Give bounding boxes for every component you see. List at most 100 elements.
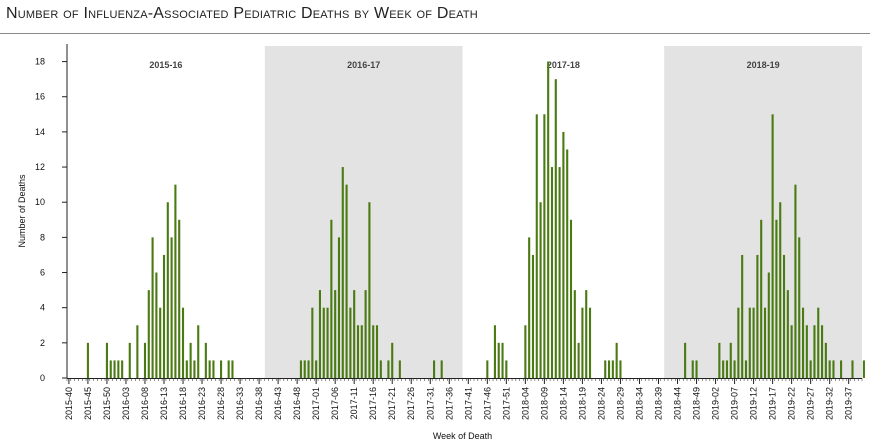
bar-week-76 bbox=[356, 325, 360, 378]
bar-week-71 bbox=[337, 237, 341, 378]
bar-week-195 bbox=[809, 360, 812, 378]
bar-week-115 bbox=[505, 360, 508, 378]
bar-week-188 bbox=[782, 254, 786, 378]
bar-week-130 bbox=[562, 131, 565, 378]
bar-week-65 bbox=[315, 360, 318, 378]
bar-week-13 bbox=[117, 360, 120, 378]
bar-week-70 bbox=[334, 290, 337, 378]
bar-week-5 bbox=[86, 342, 89, 378]
y-tick-label-2: 2 bbox=[40, 338, 45, 348]
season-band-2018-19 bbox=[664, 46, 862, 378]
season-label-2016-17: 2016-17 bbox=[347, 60, 380, 70]
x-tick-label-2018-44: 2018-44 bbox=[673, 387, 683, 420]
x-tick-label-2016-03: 2016-03 bbox=[121, 387, 131, 420]
x-tick-label-2015-45: 2015-45 bbox=[83, 387, 93, 420]
bar-week-10 bbox=[105, 342, 108, 378]
y-tick-label-12: 12 bbox=[35, 162, 45, 172]
x-tick-label-2019-07: 2019-07 bbox=[730, 387, 740, 420]
bar-week-182 bbox=[760, 219, 763, 378]
axes: 0 2 4 6 8 10 12 14 16 18 2015-40 2015-45 2015-50 2016… bbox=[35, 44, 863, 420]
x-tick-label-2016-28: 2016-28 bbox=[216, 387, 226, 420]
bar-week-165 bbox=[695, 360, 698, 378]
x-tick-label-2019-12: 2019-12 bbox=[749, 387, 759, 420]
bar-week-193 bbox=[801, 307, 805, 378]
bar-week-62 bbox=[303, 360, 306, 378]
bar-week-43 bbox=[231, 360, 234, 378]
season-labels: 2015-16 2016-17 2017-18 2018-19 bbox=[149, 60, 779, 70]
bar-week-16 bbox=[128, 342, 131, 378]
title-divider bbox=[0, 33, 870, 34]
bar-week-176 bbox=[737, 307, 740, 378]
bar-week-87 bbox=[398, 360, 401, 378]
bar-week-26 bbox=[166, 202, 169, 378]
bar-week-127 bbox=[550, 167, 554, 378]
bar-week-144 bbox=[615, 342, 618, 378]
bar-week-133 bbox=[573, 290, 576, 378]
bar-week-179 bbox=[748, 307, 751, 378]
bar-week-33 bbox=[193, 360, 196, 378]
bar-week-181 bbox=[756, 254, 759, 378]
bar-week-22 bbox=[151, 237, 154, 378]
bar-week-110 bbox=[486, 360, 489, 378]
bar-week-189 bbox=[786, 290, 789, 378]
y-tick-label-18: 18 bbox=[35, 57, 45, 67]
bar-week-32 bbox=[189, 342, 192, 378]
bar-week-178 bbox=[744, 360, 748, 378]
x-tick-label-2016-43: 2016-43 bbox=[273, 387, 283, 420]
bar-week-98 bbox=[440, 360, 443, 378]
bar-week-112 bbox=[493, 325, 496, 378]
bar-week-27 bbox=[170, 237, 173, 378]
bar-week-201 bbox=[832, 360, 835, 378]
bar-week-23 bbox=[155, 272, 158, 378]
bar-week-141 bbox=[604, 360, 607, 378]
bar-week-190 bbox=[790, 325, 793, 378]
bar-week-63 bbox=[307, 360, 310, 378]
x-tick-label-2017-36: 2017-36 bbox=[444, 387, 454, 420]
bar-week-74 bbox=[349, 307, 352, 378]
bar-week-199 bbox=[824, 342, 827, 378]
bar-week-28 bbox=[174, 184, 177, 378]
bar-week-177 bbox=[741, 254, 744, 378]
x-tick-label-2016-18: 2016-18 bbox=[178, 387, 188, 420]
season-bands bbox=[264, 46, 862, 378]
x-tick-label-2017-51: 2017-51 bbox=[501, 387, 511, 420]
season-label-2015-16: 2015-16 bbox=[149, 60, 182, 70]
x-tick-label-2018-14: 2018-14 bbox=[558, 387, 568, 420]
y-tick-label-6: 6 bbox=[40, 268, 45, 278]
x-tick-label-2017-01: 2017-01 bbox=[311, 387, 321, 420]
x-tick-label-2016-38: 2016-38 bbox=[254, 387, 264, 420]
x-tick-label-2017-06: 2017-06 bbox=[330, 387, 340, 420]
bar-week-38 bbox=[212, 360, 215, 378]
x-tick-label-2017-11: 2017-11 bbox=[349, 387, 359, 419]
x-tick-label-2016-48: 2016-48 bbox=[292, 387, 302, 420]
bar-week-40 bbox=[220, 360, 223, 378]
season-label-2017-18: 2017-18 bbox=[547, 60, 580, 70]
bar-week-80 bbox=[372, 325, 375, 378]
bar-week-69 bbox=[330, 219, 333, 378]
bar-week-183 bbox=[763, 307, 767, 378]
bar-week-78 bbox=[364, 290, 367, 378]
y-tick-label-14: 14 bbox=[35, 127, 45, 137]
x-tick-label-2017-16: 2017-16 bbox=[368, 387, 378, 420]
bar-week-14 bbox=[121, 360, 124, 378]
x-tick-label-2019-17: 2019-17 bbox=[768, 387, 778, 420]
x-tick-label-2017-21: 2017-21 bbox=[387, 387, 397, 420]
bar-week-136 bbox=[585, 290, 588, 378]
x-tick-label-2019-37: 2019-37 bbox=[844, 387, 854, 420]
bar-week-134 bbox=[577, 342, 580, 378]
bar-week-191 bbox=[794, 184, 797, 378]
x-tick-label-2018-19: 2018-19 bbox=[577, 387, 587, 420]
x-tick-label-2016-08: 2016-08 bbox=[140, 387, 150, 420]
bar-week-20 bbox=[143, 342, 147, 378]
x-tick-label-2018-39: 2018-39 bbox=[653, 387, 663, 420]
x-tick-label-2018-04: 2018-04 bbox=[520, 387, 530, 420]
bar-week-84 bbox=[387, 360, 390, 378]
x-tick-label-2019-22: 2019-22 bbox=[787, 387, 797, 420]
bar-week-206 bbox=[851, 360, 854, 378]
bar-week-77 bbox=[360, 325, 363, 378]
x-tick-label-2015-50: 2015-50 bbox=[102, 387, 112, 420]
x-tick-label-2017-31: 2017-31 bbox=[425, 387, 435, 420]
bar-week-194 bbox=[805, 325, 808, 378]
bar-week-37 bbox=[208, 360, 211, 378]
bar-week-129 bbox=[558, 167, 561, 378]
